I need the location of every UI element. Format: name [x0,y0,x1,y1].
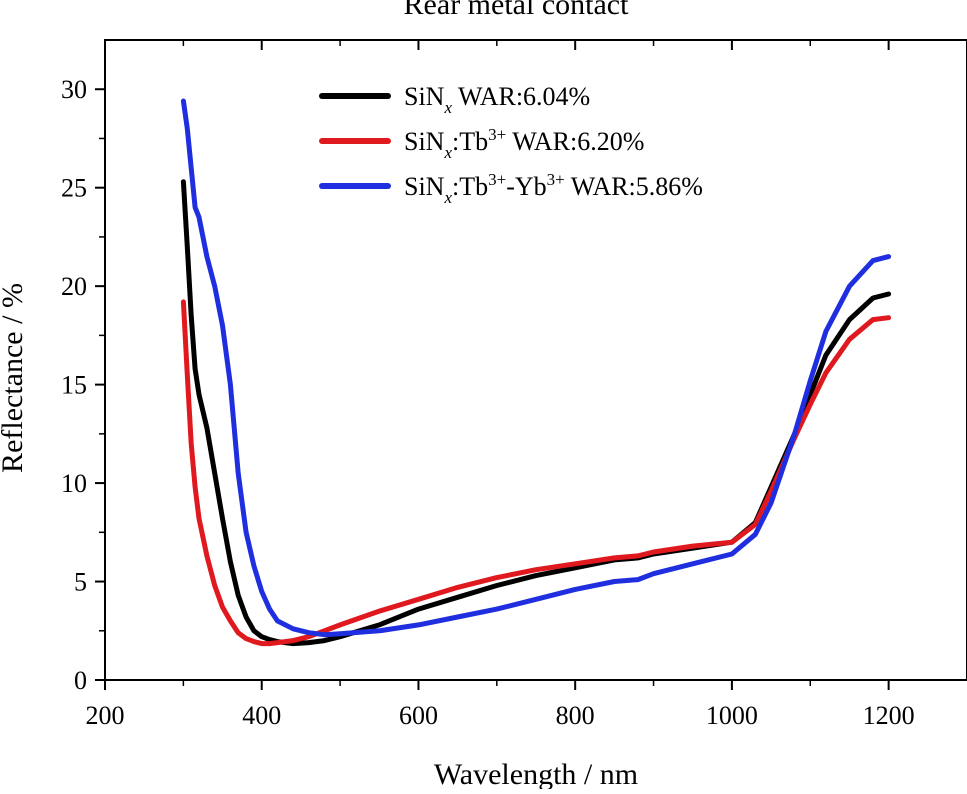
y-tick-label: 30 [61,75,87,104]
legend-text-part: WAR:6.04% [452,82,590,111]
y-tick-label: 5 [74,568,87,597]
legend-label-3: SiNx:Tb3+-Yb3+ WAR:5.86% [404,170,703,207]
series-lines [180,98,892,647]
plot-frame [104,39,967,681]
x-tick-label: 400 [242,701,281,730]
axes: 200 400 600 800 1000 1200 0 5 10 15 20 25 30 [61,39,967,730]
legend: SiNx WAR:6.04%SiNx:Tb3+ WAR:6.20%SiNx:Tb… [319,82,703,207]
legend-text-part: :Tb [452,127,488,156]
legend-text-part: 3+ [488,170,506,189]
chart-title: Rear metal contact [404,0,630,21]
x-axis-title: Wavelength / nm [434,758,638,789]
y-tick-label: 10 [61,469,87,498]
x-tick-label: 1000 [706,701,758,730]
x-tick-label: 800 [556,701,595,730]
legend-text-part: -Yb [506,172,546,201]
legend-text-part: :Tb [452,172,488,201]
series-line-3 [180,98,892,638]
x-tick-label: 1200 [863,701,915,730]
legend-text-part: x [443,188,452,207]
y-tick-label: 0 [74,666,87,695]
legend-text-part: SiN [404,127,445,156]
legend-label-2: SiNx:Tb3+ WAR:6.20% [404,125,644,162]
legend-text-part: 3+ [488,125,506,144]
series-line-2 [180,299,892,647]
series-line-1 [180,179,892,647]
legend-text-part: WAR:6.20% [506,127,644,156]
y-tick-label: 15 [61,371,87,400]
y-tick-label: 25 [61,174,87,203]
legend-text-part: x [443,98,452,117]
legend-text-part: WAR:5.86% [565,172,703,201]
legend-text-part: SiN [404,172,445,201]
x-tick-label: 600 [399,701,438,730]
legend-text-part: 3+ [547,170,565,189]
legend-text-part: SiN [404,82,445,111]
y-axis-title: Reflectance / % [0,283,29,473]
legend-label-1: SiNx WAR:6.04% [404,82,590,117]
y-tick-label: 20 [61,272,87,301]
x-tick-label: 200 [86,701,125,730]
legend-text-part: x [443,143,452,162]
